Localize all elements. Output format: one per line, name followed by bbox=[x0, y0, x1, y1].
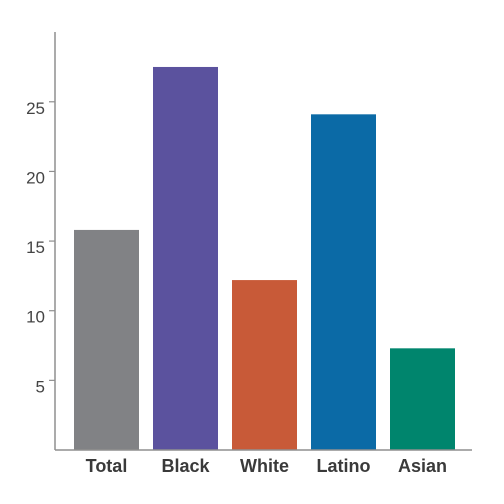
x-label-asian: Asian bbox=[398, 456, 447, 476]
bar-latino bbox=[311, 114, 376, 451]
y-tick-label-5: 5 bbox=[36, 377, 45, 396]
y-tick-label-15: 15 bbox=[26, 238, 45, 257]
x-label-black: Black bbox=[161, 456, 210, 476]
bar-black bbox=[153, 66, 218, 450]
y-tick-label-25: 25 bbox=[26, 99, 45, 118]
bar-white bbox=[232, 280, 297, 450]
bars bbox=[74, 66, 455, 451]
y-tick-label-10: 10 bbox=[26, 308, 45, 327]
x-label-latino: Latino bbox=[317, 456, 371, 476]
x-label-total: Total bbox=[86, 456, 128, 476]
y-tick-label-20: 20 bbox=[26, 168, 45, 187]
x-axis-labels: Total Black White Latino Asian bbox=[86, 456, 447, 476]
bar-asian bbox=[390, 348, 455, 450]
y-axis-ticks: 5 10 15 20 25 bbox=[26, 99, 55, 396]
bar-total bbox=[74, 229, 139, 450]
x-label-white: White bbox=[240, 456, 289, 476]
